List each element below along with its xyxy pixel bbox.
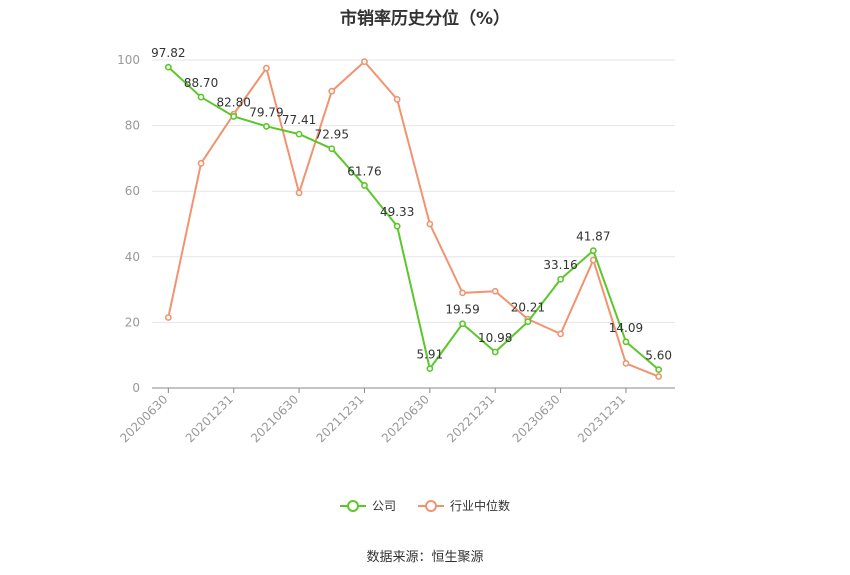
data-label: 5.60	[645, 349, 672, 363]
data-point	[361, 58, 368, 66]
line-chart: 0 20 40 60 80 100 20200630 20201231 20210630 2021…	[117, 46, 675, 445]
data-point	[393, 95, 401, 103]
data-point	[295, 130, 303, 138]
data-label: 41.87	[576, 230, 610, 244]
data-point	[361, 182, 368, 189]
series-line	[167, 66, 660, 371]
data-point	[197, 93, 205, 101]
y-tick-label: 60	[125, 184, 140, 198]
data-label: 82.80	[217, 95, 251, 109]
data-point	[557, 330, 564, 338]
data-label: 5.91	[416, 348, 443, 362]
data-point	[622, 359, 630, 367]
x-tick-label: 20201231	[183, 392, 236, 445]
legend-swatch-company	[339, 499, 366, 513]
data-point	[263, 122, 270, 130]
data-label: 10.98	[478, 331, 512, 345]
series-0	[164, 63, 663, 374]
x-tick-label: 20210630	[248, 392, 301, 445]
legend-label-industry-median: 行业中位数	[450, 499, 511, 513]
data-label: 33.16	[543, 258, 577, 272]
legend-label-company: 公司	[371, 499, 396, 513]
data-label: 79.79	[249, 105, 283, 119]
x-tick-label: 20200630	[117, 392, 170, 445]
data-point	[655, 373, 663, 380]
data-label: 88.70	[184, 76, 218, 90]
data-point	[459, 320, 466, 328]
data-label: 49.33	[380, 205, 414, 219]
data-label: 20.21	[511, 301, 545, 315]
data-point	[426, 220, 434, 228]
series-lines	[164, 58, 663, 380]
gridlines	[152, 59, 675, 323]
legend-item-company[interactable]: 公司	[339, 497, 396, 514]
data-point	[164, 63, 172, 71]
x-tick-label: 20221231	[444, 392, 497, 445]
x-tick-label: 20231231	[575, 392, 628, 445]
x-tick-label: 20230630	[510, 392, 563, 445]
legend: 公司 行业中位数	[0, 497, 850, 514]
data-point	[459, 289, 466, 297]
data-point	[263, 64, 270, 72]
legend-swatch-industry-median	[418, 499, 444, 513]
data-point	[295, 189, 303, 197]
x-tick-label: 20211231	[314, 392, 367, 445]
series-line	[167, 60, 660, 378]
data-point	[557, 275, 564, 283]
data-label: 19.59	[445, 303, 479, 317]
data-point	[393, 222, 401, 230]
data-point	[491, 287, 499, 295]
chart-title: 市销率历史分位（%）	[339, 9, 511, 29]
data-point	[589, 247, 597, 255]
y-tick-label: 80	[125, 119, 140, 133]
y-tick-label: 100	[117, 53, 140, 67]
data-point	[164, 314, 172, 321]
source-note: 数据来源：恒生聚源	[366, 550, 484, 565]
data-point	[328, 145, 336, 153]
y-tick-label: 0	[132, 381, 140, 395]
data-point	[426, 365, 434, 373]
data-label: 72.95	[315, 128, 349, 142]
data-label: 14.09	[609, 321, 643, 335]
data-label: 97.82	[151, 46, 185, 60]
y-tick-label: 40	[125, 250, 140, 264]
data-point	[622, 338, 630, 346]
data-label: 77.41	[282, 113, 316, 127]
data-point	[524, 318, 532, 326]
data-point	[328, 87, 336, 95]
data-point	[491, 348, 499, 356]
data-point	[230, 113, 238, 120]
data-label: 61.76	[347, 164, 381, 178]
legend-item-industry-median[interactable]: 行业中位数	[418, 497, 510, 514]
data-point	[655, 366, 663, 374]
x-tick-label: 20220630	[379, 392, 432, 445]
data-point	[197, 159, 205, 167]
y-tick-label: 20	[125, 315, 140, 329]
